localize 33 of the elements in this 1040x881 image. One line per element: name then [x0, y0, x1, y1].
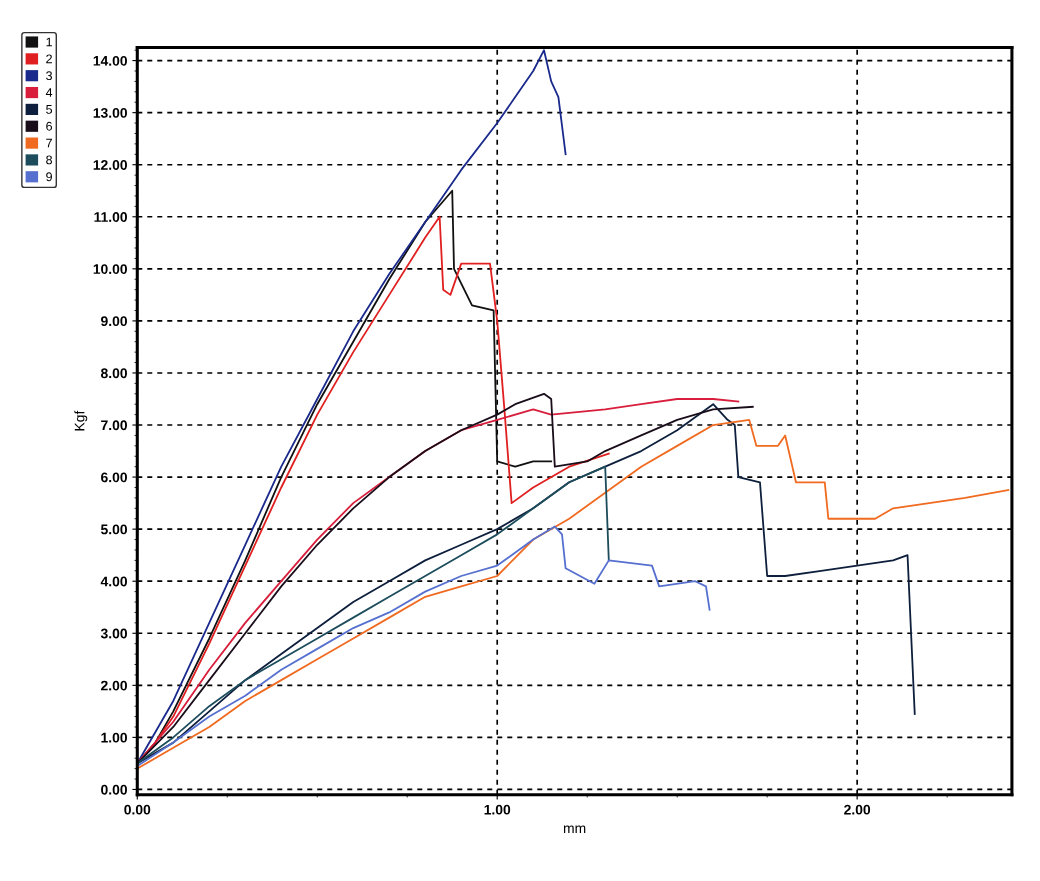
y-tick-label: 2.00 — [101, 680, 127, 691]
legend-label: 8 — [46, 155, 53, 165]
legend-label: 9 — [46, 172, 52, 182]
y-tick-label: 10.00 — [93, 264, 127, 275]
line-series — [137, 418, 1010, 770]
legend-label: 1 — [46, 37, 52, 47]
line-series — [137, 525, 711, 767]
line-series — [137, 403, 916, 765]
x-tick-label: 1.00 — [484, 804, 511, 815]
legend-label: 3 — [46, 71, 52, 81]
y-tick-label: 4.00 — [100, 576, 127, 587]
y-tick-label: 9.00 — [101, 316, 127, 327]
legend-label: 7 — [46, 138, 52, 148]
y-tick-label: 13.00 — [93, 107, 127, 118]
legend-label: 4 — [45, 88, 53, 97]
y-tick-label: 1.00 — [101, 732, 127, 743]
y-axis-title: Kgf — [74, 410, 88, 431]
y-tick-label: 7.00 — [101, 420, 127, 431]
legend-label: 6 — [46, 121, 52, 131]
y-tick-label: 14.00 — [93, 55, 127, 66]
y-tick-label: 0.00 — [101, 784, 127, 795]
x-tick-label: 0.00 — [124, 804, 151, 815]
line-series — [137, 465, 610, 765]
y-tick-label: 5.00 — [100, 524, 127, 535]
x-axis-title: mm — [563, 825, 586, 833]
legend-label: 5 — [46, 105, 53, 114]
y-tick-label: 3.00 — [100, 628, 127, 639]
x-tick-label: 2.00 — [844, 804, 871, 815]
y-tick-label: 11.00 — [94, 212, 127, 222]
y-tick-label: 8.00 — [100, 368, 127, 379]
y-tick-label: 6.00 — [101, 472, 127, 483]
y-tick-label: 12.00 — [93, 160, 127, 170]
legend-label: 2 — [46, 54, 52, 64]
